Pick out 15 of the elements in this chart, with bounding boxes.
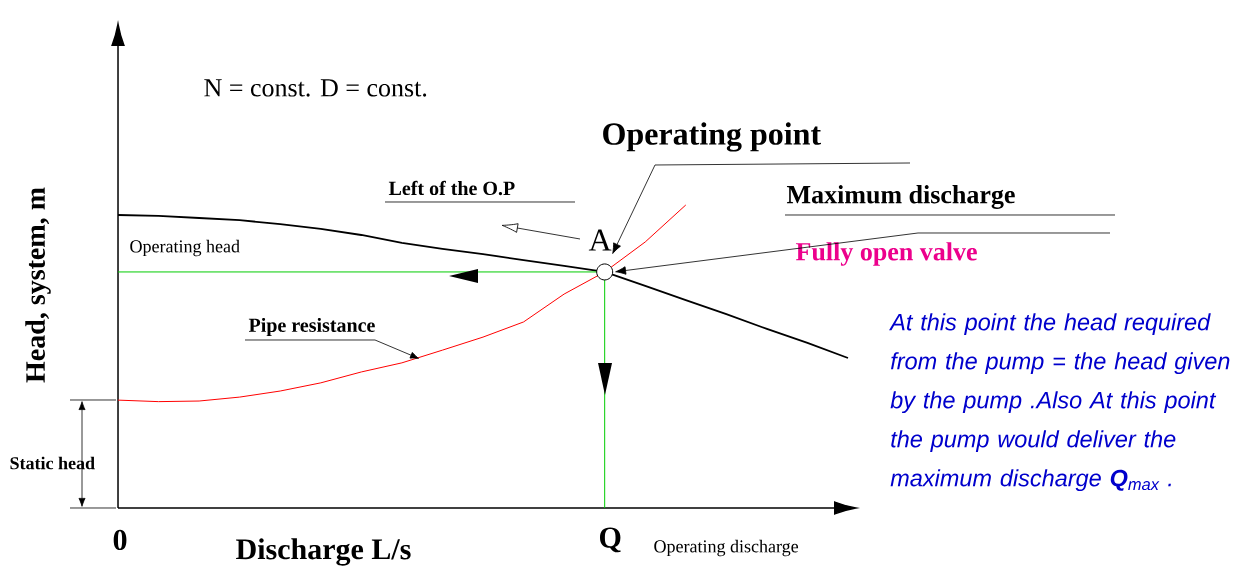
text: N = const. D = const. bbox=[204, 79, 427, 97]
annotation: Maximum discharge bbox=[786, 185, 1015, 209]
text: Q bbox=[600, 527, 621, 553]
text: Operating discharge bbox=[654, 539, 799, 557]
text: Static head bbox=[10, 456, 95, 470]
y-axis-title: Head, system, m bbox=[25, 187, 51, 383]
series-label: Pipe resistance bbox=[248, 317, 375, 337]
annotation: Fully open valve bbox=[795, 242, 977, 266]
annotation: A bbox=[588, 229, 612, 251]
text: Operating point bbox=[603, 122, 821, 152]
annotation: Operating head bbox=[130, 239, 240, 257]
text: 0 bbox=[113, 529, 127, 551]
x-axis-title: Discharge L/s bbox=[236, 538, 411, 566]
text: Left of the O.P bbox=[388, 180, 515, 196]
text: At this point the head required from the pump = the head given by the pump .Also At this point the pump would deliver the maximum discharge Q$_{max}$ . bbox=[889, 313, 1230, 492]
